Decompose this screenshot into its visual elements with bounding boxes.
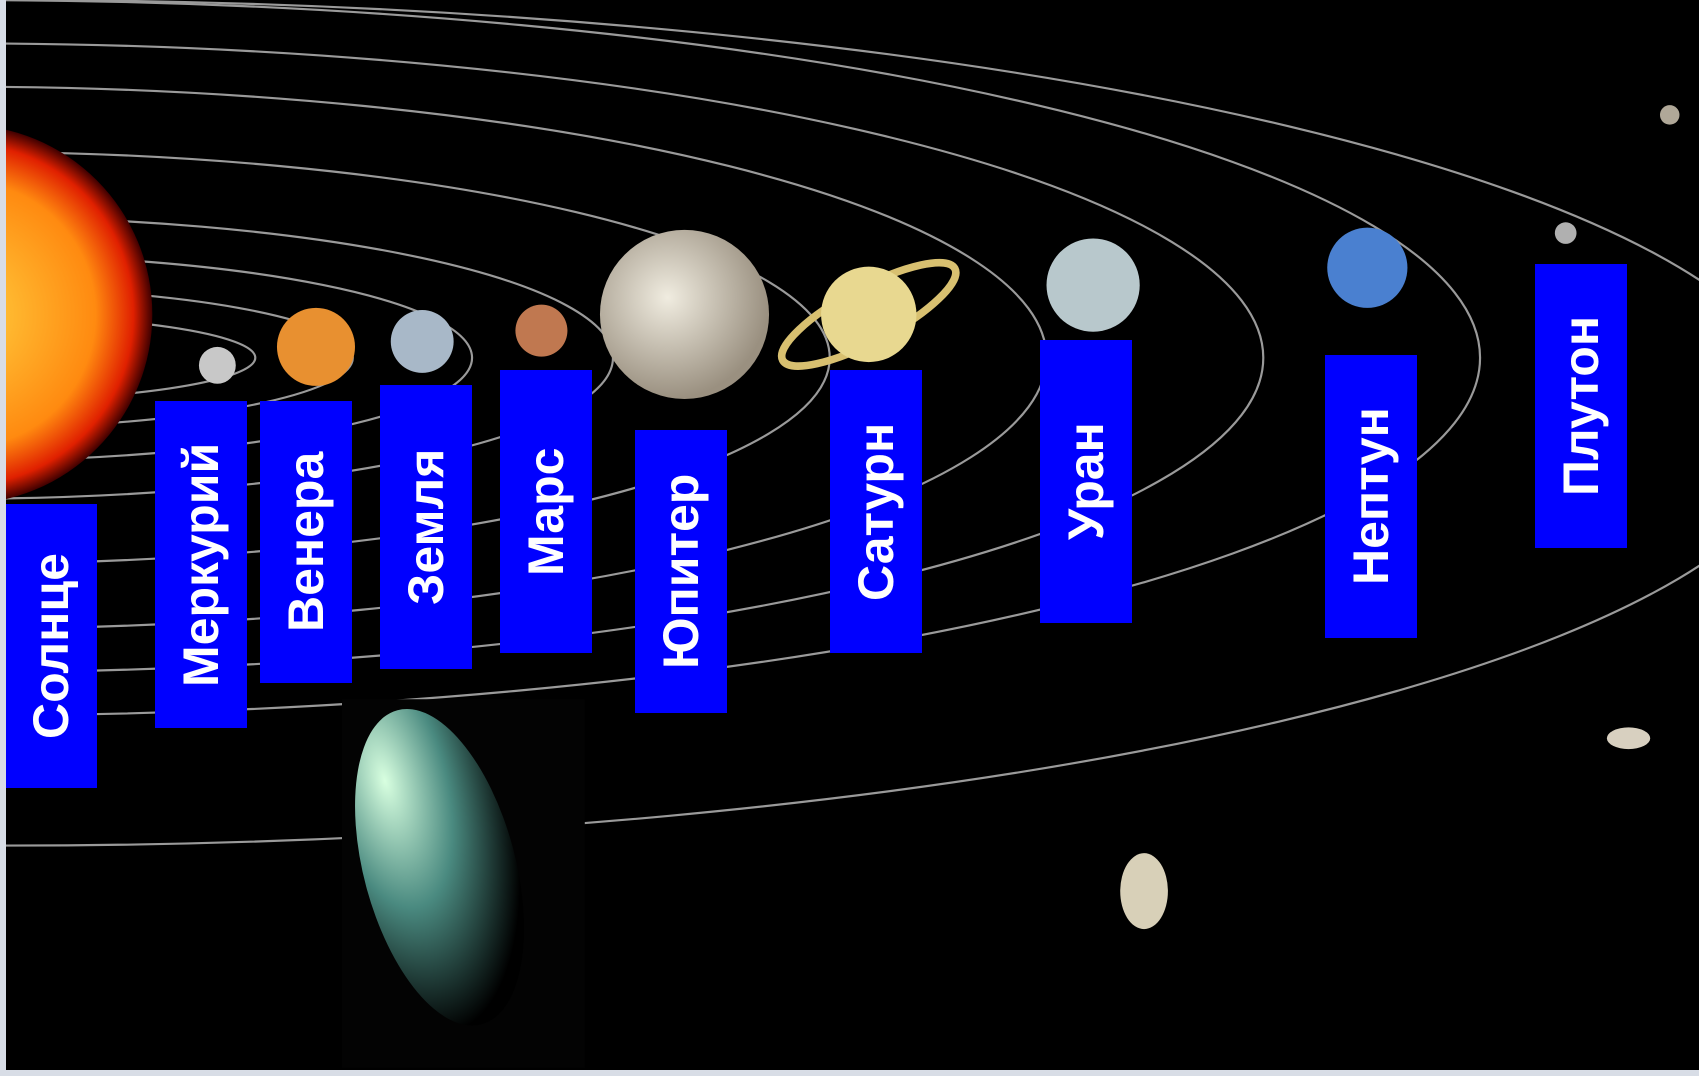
- label: Марс: [500, 370, 592, 653]
- asteroid: [1660, 105, 1680, 125]
- label: Плутон: [1535, 264, 1627, 548]
- neptune: [1327, 228, 1407, 308]
- mercury: [199, 347, 236, 384]
- mars: [515, 305, 567, 357]
- pluto: [1555, 222, 1577, 244]
- jupiter: [600, 230, 769, 399]
- label: Сатурн: [830, 370, 922, 653]
- label: Уран: [1040, 340, 1132, 623]
- asteroid: [1120, 853, 1168, 929]
- label: Венера: [260, 401, 352, 683]
- asteroid: [1607, 727, 1650, 749]
- label: Юпитер: [635, 430, 727, 713]
- venus: [277, 308, 355, 386]
- label: Меркурий: [155, 401, 247, 728]
- earth: [391, 310, 454, 373]
- label: Солнце: [6, 504, 97, 788]
- label: Нептун: [1325, 355, 1417, 638]
- solar-system-picture: Солнце Меркурий Венера Земля Марс Юпитер…: [6, 0, 1699, 1070]
- saturn: [821, 267, 916, 362]
- slide: {"labels": ["Солнце", "Меркурий", "Венер…: [0, 0, 1699, 1076]
- label: Земля: [380, 385, 472, 669]
- sun: [6, 125, 152, 504]
- uranus: [1047, 239, 1140, 332]
